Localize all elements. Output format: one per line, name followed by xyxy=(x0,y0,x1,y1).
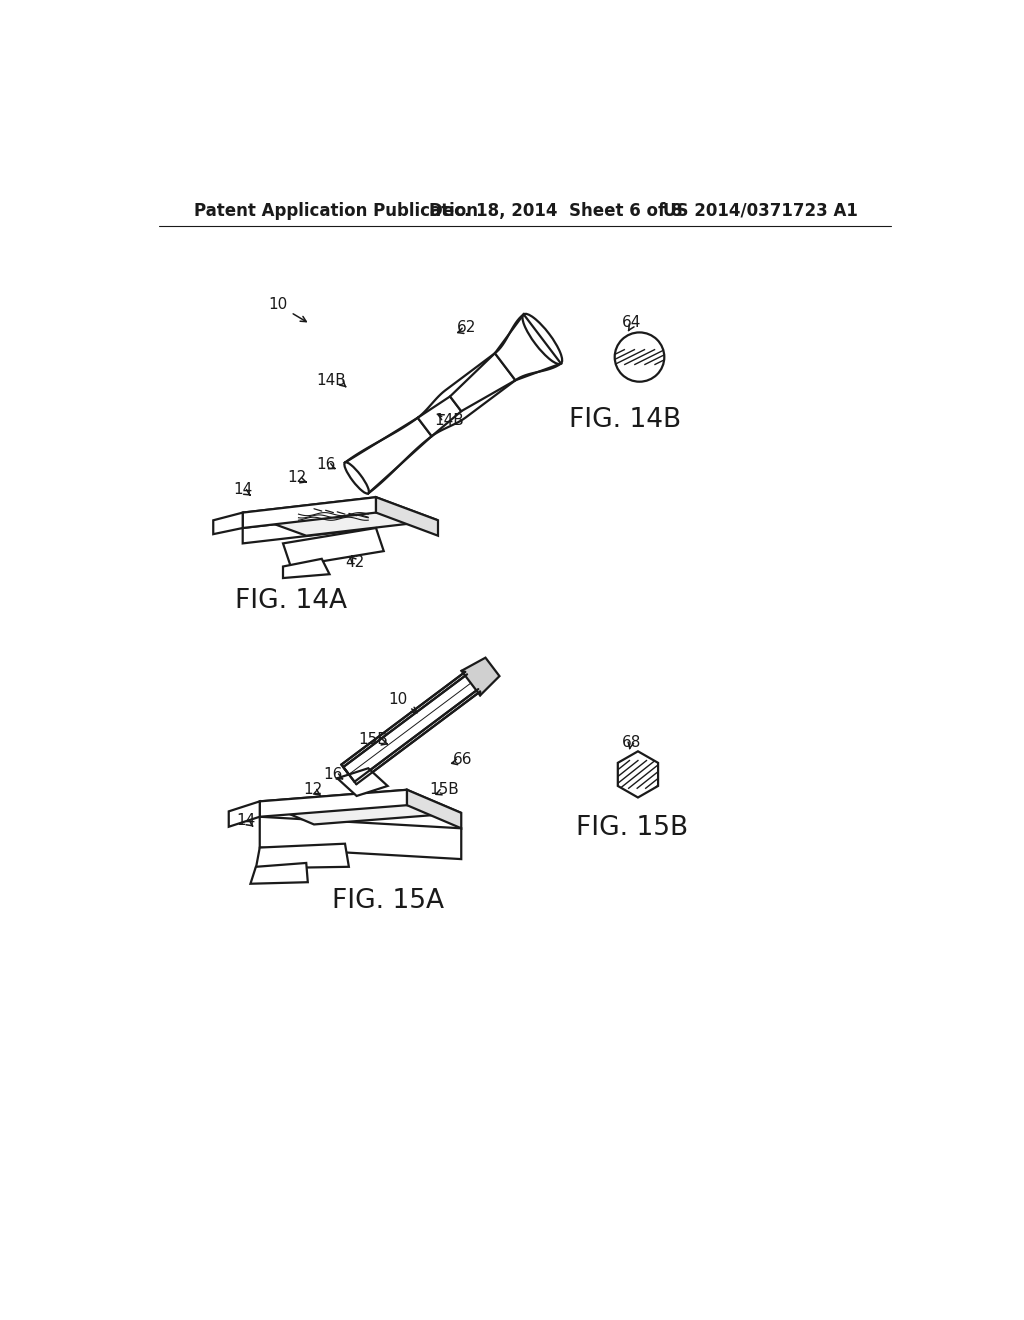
Text: 64: 64 xyxy=(622,315,641,330)
Polygon shape xyxy=(228,801,260,826)
Polygon shape xyxy=(451,354,515,412)
Text: 68: 68 xyxy=(622,734,641,750)
Text: 10: 10 xyxy=(268,297,287,313)
Text: FIG. 15A: FIG. 15A xyxy=(332,888,443,915)
Text: Patent Application Publication: Patent Application Publication xyxy=(194,202,478,219)
Polygon shape xyxy=(243,498,438,536)
Text: US 2014/0371723 A1: US 2014/0371723 A1 xyxy=(663,202,858,219)
Text: 10: 10 xyxy=(388,692,408,708)
Polygon shape xyxy=(617,751,658,797)
Ellipse shape xyxy=(344,462,369,494)
Polygon shape xyxy=(213,512,243,535)
Polygon shape xyxy=(260,817,461,859)
Text: FIG. 14A: FIG. 14A xyxy=(234,589,347,614)
Polygon shape xyxy=(345,417,432,494)
Polygon shape xyxy=(343,675,478,781)
Text: 15B: 15B xyxy=(358,733,388,747)
Text: 16: 16 xyxy=(316,457,335,471)
Text: 12: 12 xyxy=(288,470,306,486)
Text: 16: 16 xyxy=(324,767,343,781)
Text: 66: 66 xyxy=(453,751,472,767)
Polygon shape xyxy=(243,512,376,544)
Polygon shape xyxy=(376,498,438,536)
Polygon shape xyxy=(256,843,349,869)
Text: 12: 12 xyxy=(303,783,323,797)
Polygon shape xyxy=(243,498,376,528)
Text: 15B: 15B xyxy=(429,783,459,797)
Polygon shape xyxy=(341,672,480,784)
Polygon shape xyxy=(407,789,461,829)
Text: 42: 42 xyxy=(345,556,365,570)
Text: FIG. 15B: FIG. 15B xyxy=(575,816,688,841)
Text: Dec. 18, 2014  Sheet 6 of 8: Dec. 18, 2014 Sheet 6 of 8 xyxy=(429,202,682,219)
Polygon shape xyxy=(251,863,308,884)
Polygon shape xyxy=(495,314,561,380)
Polygon shape xyxy=(337,768,388,796)
Polygon shape xyxy=(418,396,461,436)
Polygon shape xyxy=(283,558,330,578)
Polygon shape xyxy=(462,657,500,696)
Polygon shape xyxy=(260,789,407,817)
Text: 14B: 14B xyxy=(435,413,465,428)
Polygon shape xyxy=(283,528,384,566)
Polygon shape xyxy=(260,789,461,825)
Text: 14: 14 xyxy=(237,813,255,828)
Text: 62: 62 xyxy=(457,321,476,335)
Text: FIG. 14B: FIG. 14B xyxy=(569,407,682,433)
Polygon shape xyxy=(345,314,561,494)
Circle shape xyxy=(614,333,665,381)
Text: 14: 14 xyxy=(233,482,252,498)
Text: 14B: 14B xyxy=(316,372,346,388)
